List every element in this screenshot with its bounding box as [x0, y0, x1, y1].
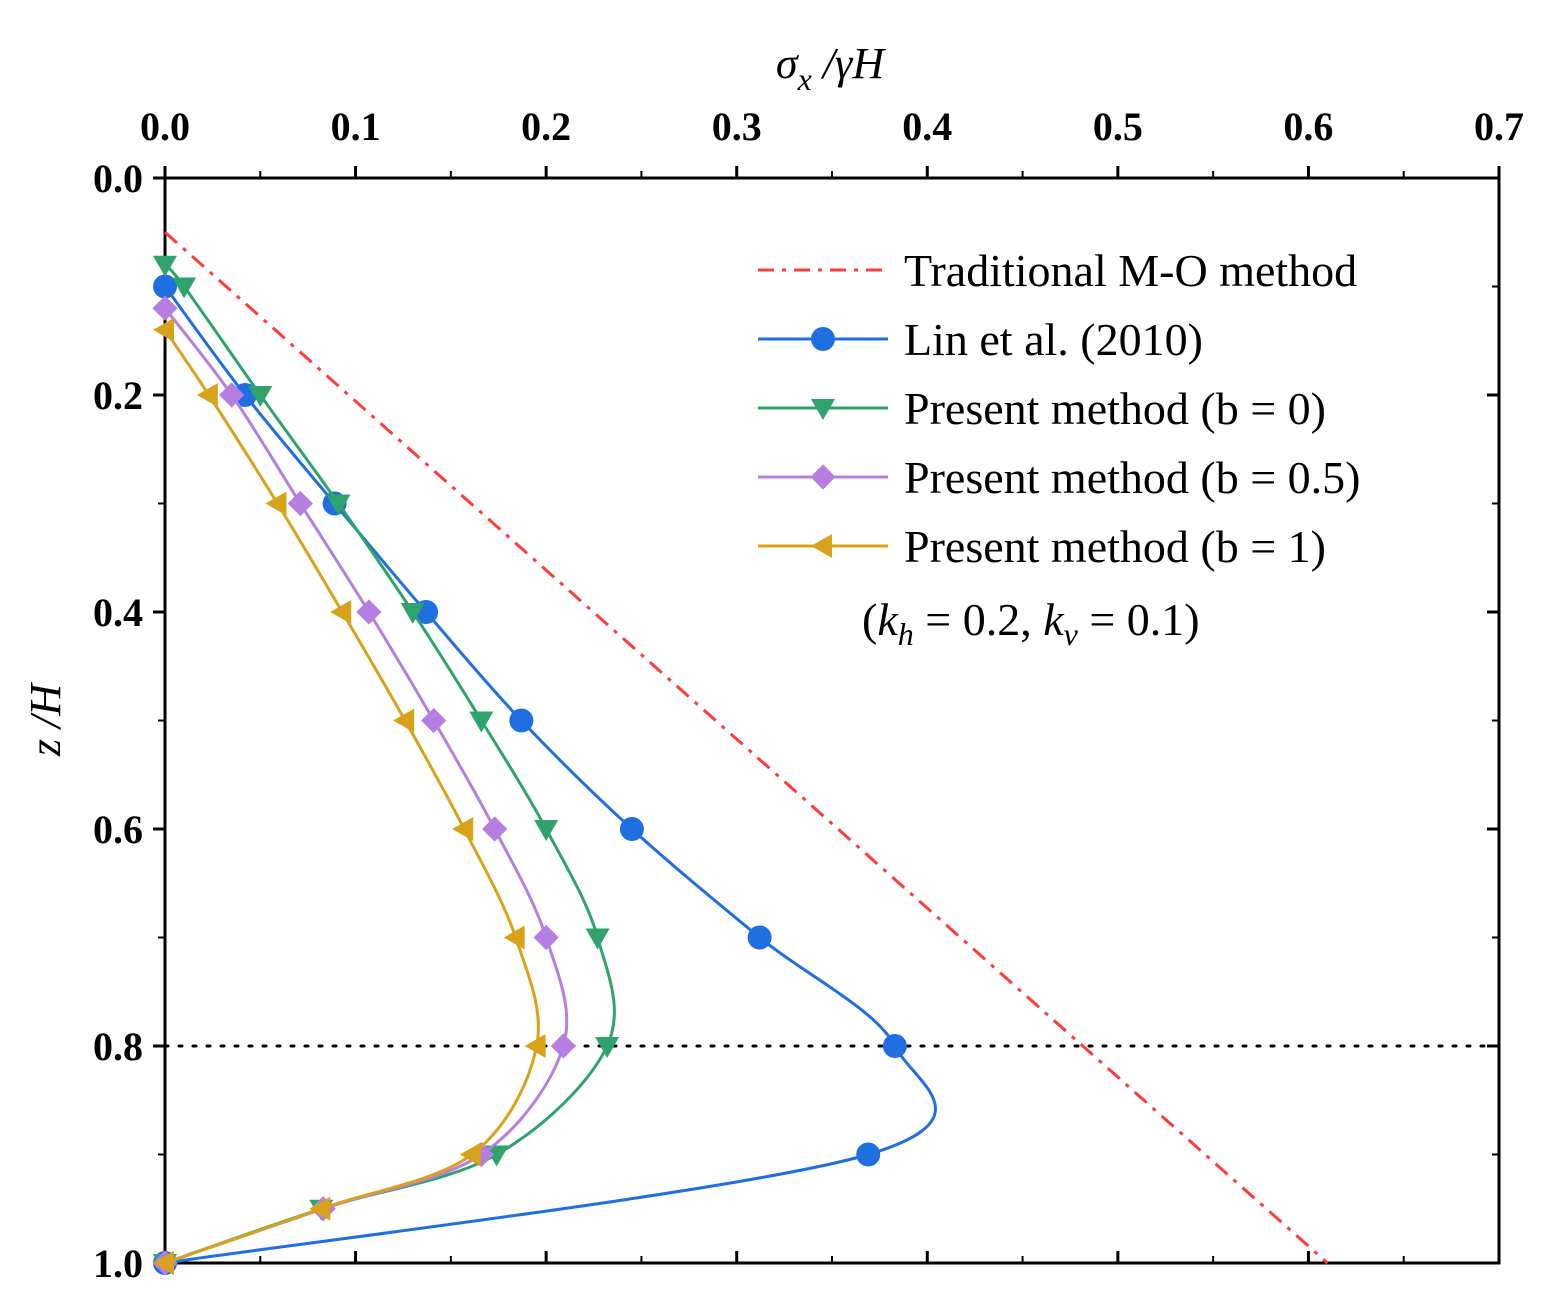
data-point [421, 707, 447, 734]
data-point [248, 386, 273, 407]
series-line [163, 329, 540, 1265]
data-point [503, 925, 525, 950]
ticks-layer: 0.0 0.1 0.2 0.3 0.4 0.5 0.6 0.7 0.0 0.2 0.4 0.6 0.8 1… [93, 104, 1524, 1286]
legend-label: Traditional M-O method [904, 245, 1357, 296]
data-point [219, 382, 245, 408]
data-point [393, 708, 415, 733]
data-point [330, 600, 352, 624]
legend-marker [810, 464, 836, 490]
data-point [482, 816, 508, 842]
series-1 [153, 274, 937, 1275]
series-0 [164, 231, 1329, 1265]
data-point [196, 383, 218, 407]
x-tick-label: 0.5 [1093, 104, 1143, 149]
data-point [595, 1037, 620, 1058]
data-point [524, 1034, 546, 1058]
x-tick-label: 0.3 [712, 104, 762, 149]
data-point [484, 1145, 509, 1167]
data-point [400, 603, 425, 624]
y-tick-label: 0.6 [93, 807, 143, 852]
y-tick-label: 0.8 [93, 1024, 143, 1069]
data-point [747, 925, 772, 950]
data-point [153, 1251, 174, 1275]
series-2 [153, 255, 620, 1275]
legend-label: Present method (b = 0) [904, 383, 1326, 434]
data-point [152, 295, 178, 321]
series-line [163, 285, 937, 1265]
x-tick-label: 0.4 [902, 104, 952, 149]
legend-label: Lin et al. (2010) [904, 314, 1203, 365]
data-point [856, 1142, 881, 1167]
data-point [326, 494, 351, 516]
annotation-text: (kh = 0.2, kv = 0.1) [862, 594, 1200, 652]
data-point [509, 708, 534, 733]
y-axis-title: z /H [21, 682, 70, 757]
data-point [550, 1033, 576, 1059]
data-point [172, 277, 197, 299]
data-point [468, 1141, 494, 1168]
legend-item: Lin et al. (2010) [758, 314, 1203, 365]
series-3 [152, 295, 576, 1276]
legend-marker [811, 534, 832, 558]
legend-item: Traditional M-O method [758, 245, 1357, 296]
series-layer [152, 231, 1329, 1276]
data-point [452, 817, 474, 841]
legend-item: Present method (b = 0) [758, 383, 1326, 434]
x-tick-label: 0.1 [331, 104, 381, 149]
series-line [164, 231, 1329, 1265]
data-point [469, 711, 494, 733]
data-point [153, 274, 177, 299]
data-point [585, 928, 610, 950]
y-tick-label: 1.0 [93, 1241, 143, 1286]
data-point [882, 1034, 907, 1058]
legend-marker [811, 399, 835, 420]
series-4 [153, 317, 546, 1275]
legend-label: Present method (b = 1) [904, 521, 1326, 572]
data-point [459, 1142, 481, 1167]
data-point [533, 924, 559, 951]
data-point [619, 817, 644, 841]
data-point [534, 820, 559, 841]
legend: Traditional M-O method Lin et al. (2010) P… [758, 245, 1360, 572]
data-point [309, 1196, 331, 1221]
data-point [153, 255, 177, 277]
legend-marker [811, 327, 835, 351]
legend-label: Present method (b = 0.5) [904, 452, 1360, 503]
series-line [163, 263, 616, 1265]
y-tick-label: 0.4 [93, 590, 143, 635]
legend-item: Present method (b = 1) [758, 521, 1326, 572]
x-tick-label: 0.0 [140, 104, 190, 149]
x-tick-label: 0.2 [521, 104, 571, 149]
data-point [265, 491, 287, 516]
data-point [153, 317, 174, 342]
y-tick-label: 0.2 [93, 373, 143, 418]
data-point [356, 599, 382, 625]
x-tick-label: 0.7 [1474, 104, 1524, 149]
y-tick-label: 0.0 [93, 156, 143, 201]
data-point [287, 490, 313, 517]
legend-item: Present method (b = 0.5) [758, 452, 1360, 503]
x-tick-label: 0.6 [1283, 104, 1333, 149]
x-axis-title: σx /γH [776, 39, 886, 97]
